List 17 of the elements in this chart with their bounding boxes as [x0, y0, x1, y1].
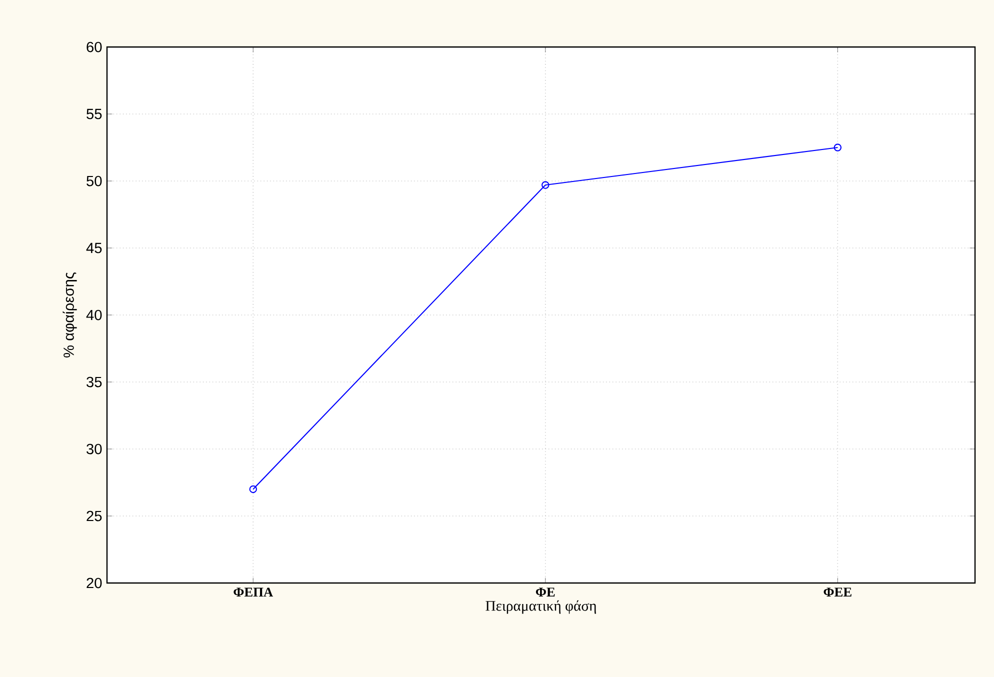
point: [834, 144, 842, 152]
point: [542, 181, 550, 189]
x-tick-label: ΦΕΕ: [824, 588, 852, 596]
y-tick-label: 20: [86, 578, 102, 588]
point: [249, 485, 257, 494]
y-axis-title: % αφαίρεσης: [62, 272, 77, 358]
y-tick-label: 45: [86, 242, 102, 254]
x-tick-label: ΦΕ: [536, 588, 555, 596]
y-tick-label: 25: [86, 510, 102, 522]
x-tick-label: ΦΕΠΑ: [234, 588, 274, 597]
x-axis-title: Πειραματική φάση: [486, 600, 596, 614]
y-tick-label: 50: [86, 176, 102, 186]
y-tick-label: 30: [86, 444, 102, 454]
y-tick-label: 35: [86, 376, 102, 388]
y-tick-label: 40: [86, 310, 102, 320]
y-tick-label: 55: [86, 108, 102, 120]
y-tick-label: 60: [86, 42, 102, 52]
